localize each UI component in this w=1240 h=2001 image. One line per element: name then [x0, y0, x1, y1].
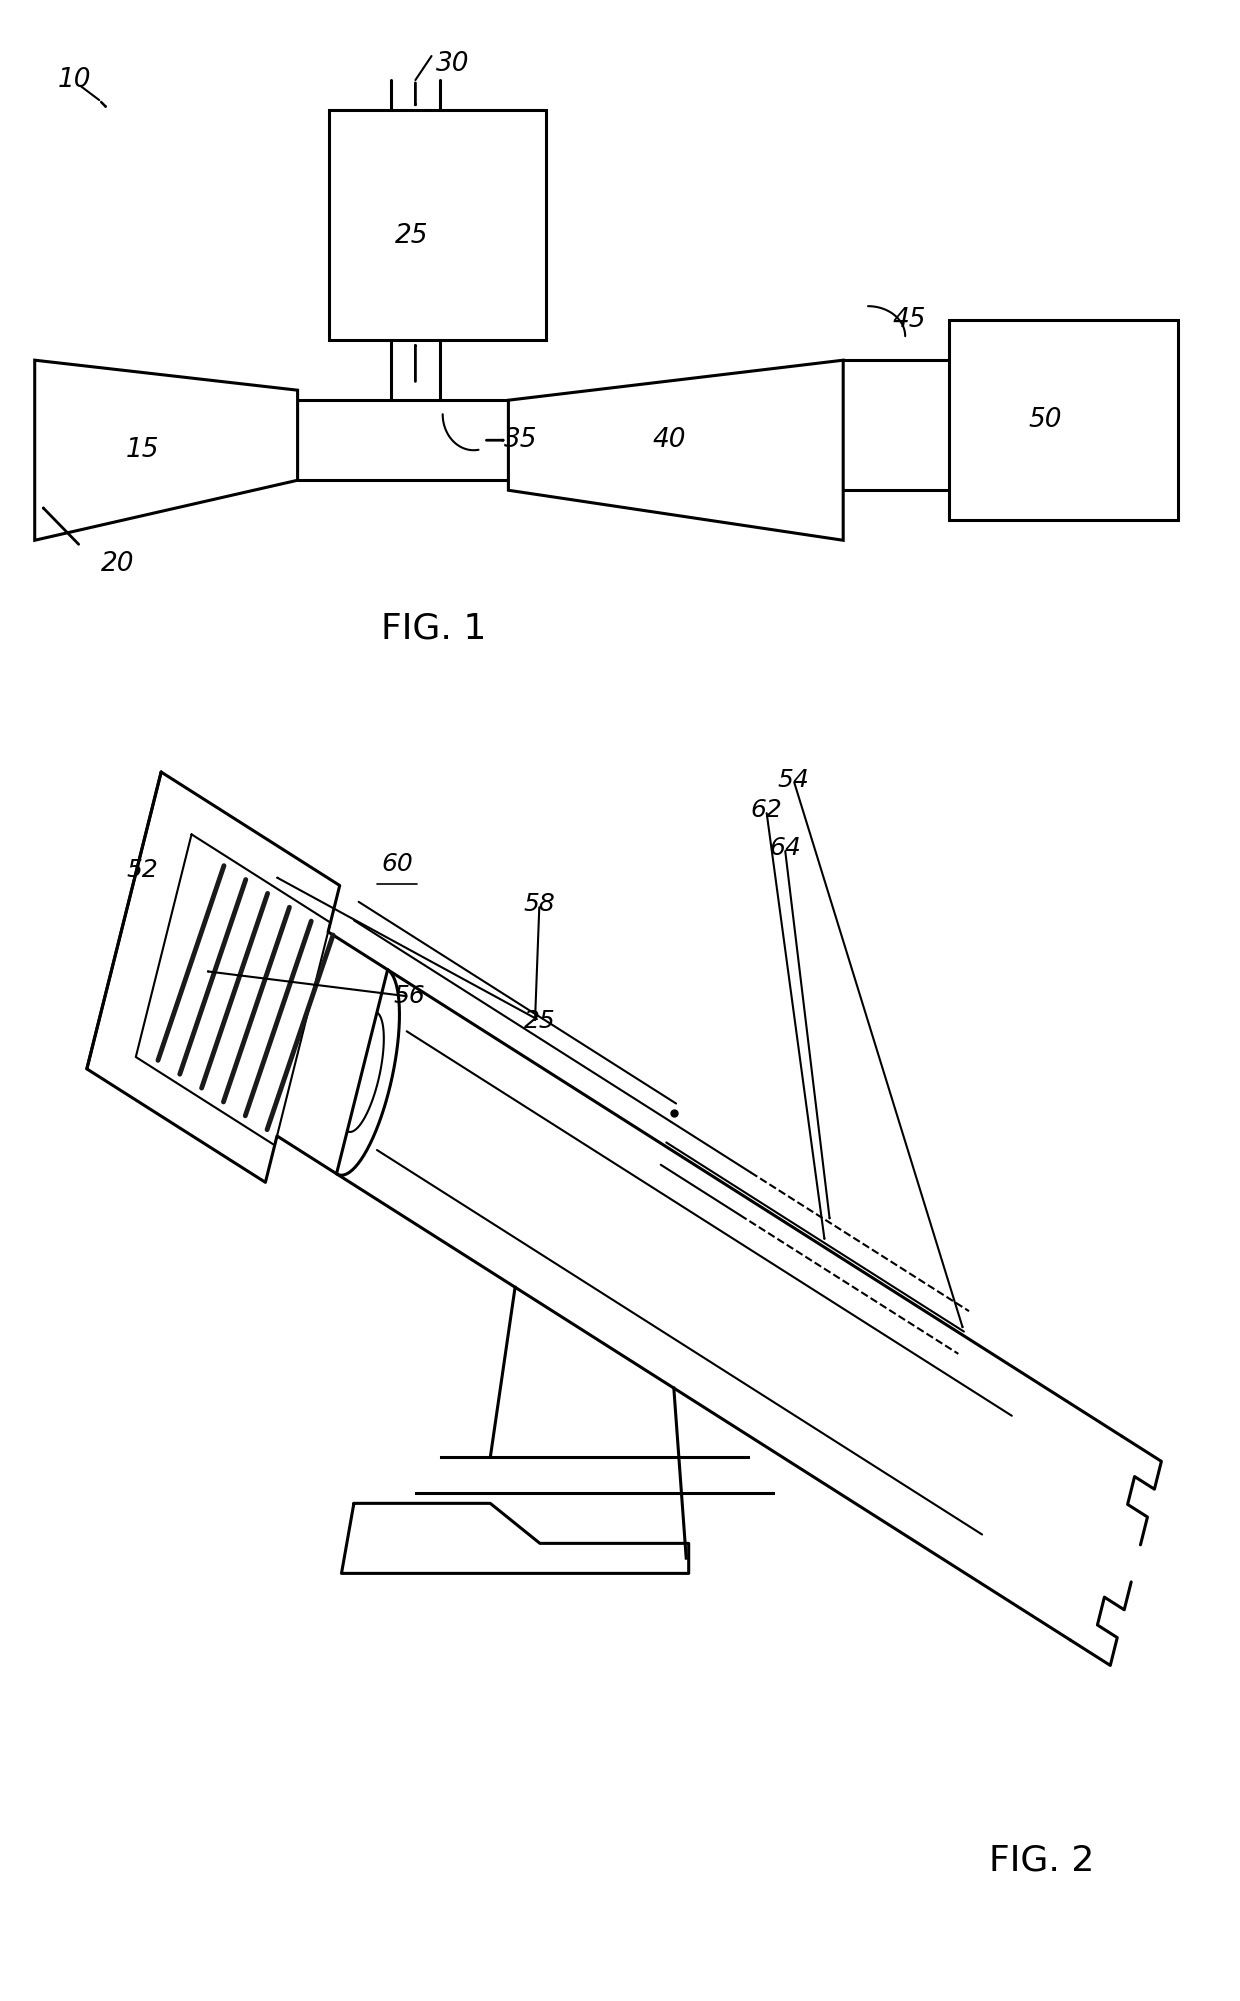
Text: FIG. 1: FIG. 1	[382, 612, 486, 644]
Text: 25: 25	[394, 224, 429, 248]
Text: 52: 52	[126, 858, 159, 882]
Bar	[329, 110, 546, 340]
Text: 54: 54	[777, 768, 810, 792]
Text: 56: 56	[393, 984, 425, 1009]
Text: 25: 25	[523, 1009, 556, 1033]
Text: FIG. 2: FIG. 2	[990, 1845, 1094, 1877]
Text: 15: 15	[125, 438, 160, 462]
Text: 45: 45	[892, 308, 926, 332]
Text: 58: 58	[523, 892, 556, 916]
Text: 30: 30	[435, 52, 470, 76]
Text: 62: 62	[750, 798, 782, 822]
Text: 10: 10	[57, 68, 92, 92]
Polygon shape	[508, 360, 843, 540]
Text: 50: 50	[1028, 408, 1063, 432]
Text: 60: 60	[381, 852, 413, 876]
Text: 64: 64	[769, 836, 801, 860]
Text: 40: 40	[652, 428, 687, 452]
Text: 35: 35	[503, 428, 538, 452]
Bar	[949, 320, 1178, 520]
Polygon shape	[35, 360, 298, 540]
Text: 20: 20	[100, 552, 135, 576]
